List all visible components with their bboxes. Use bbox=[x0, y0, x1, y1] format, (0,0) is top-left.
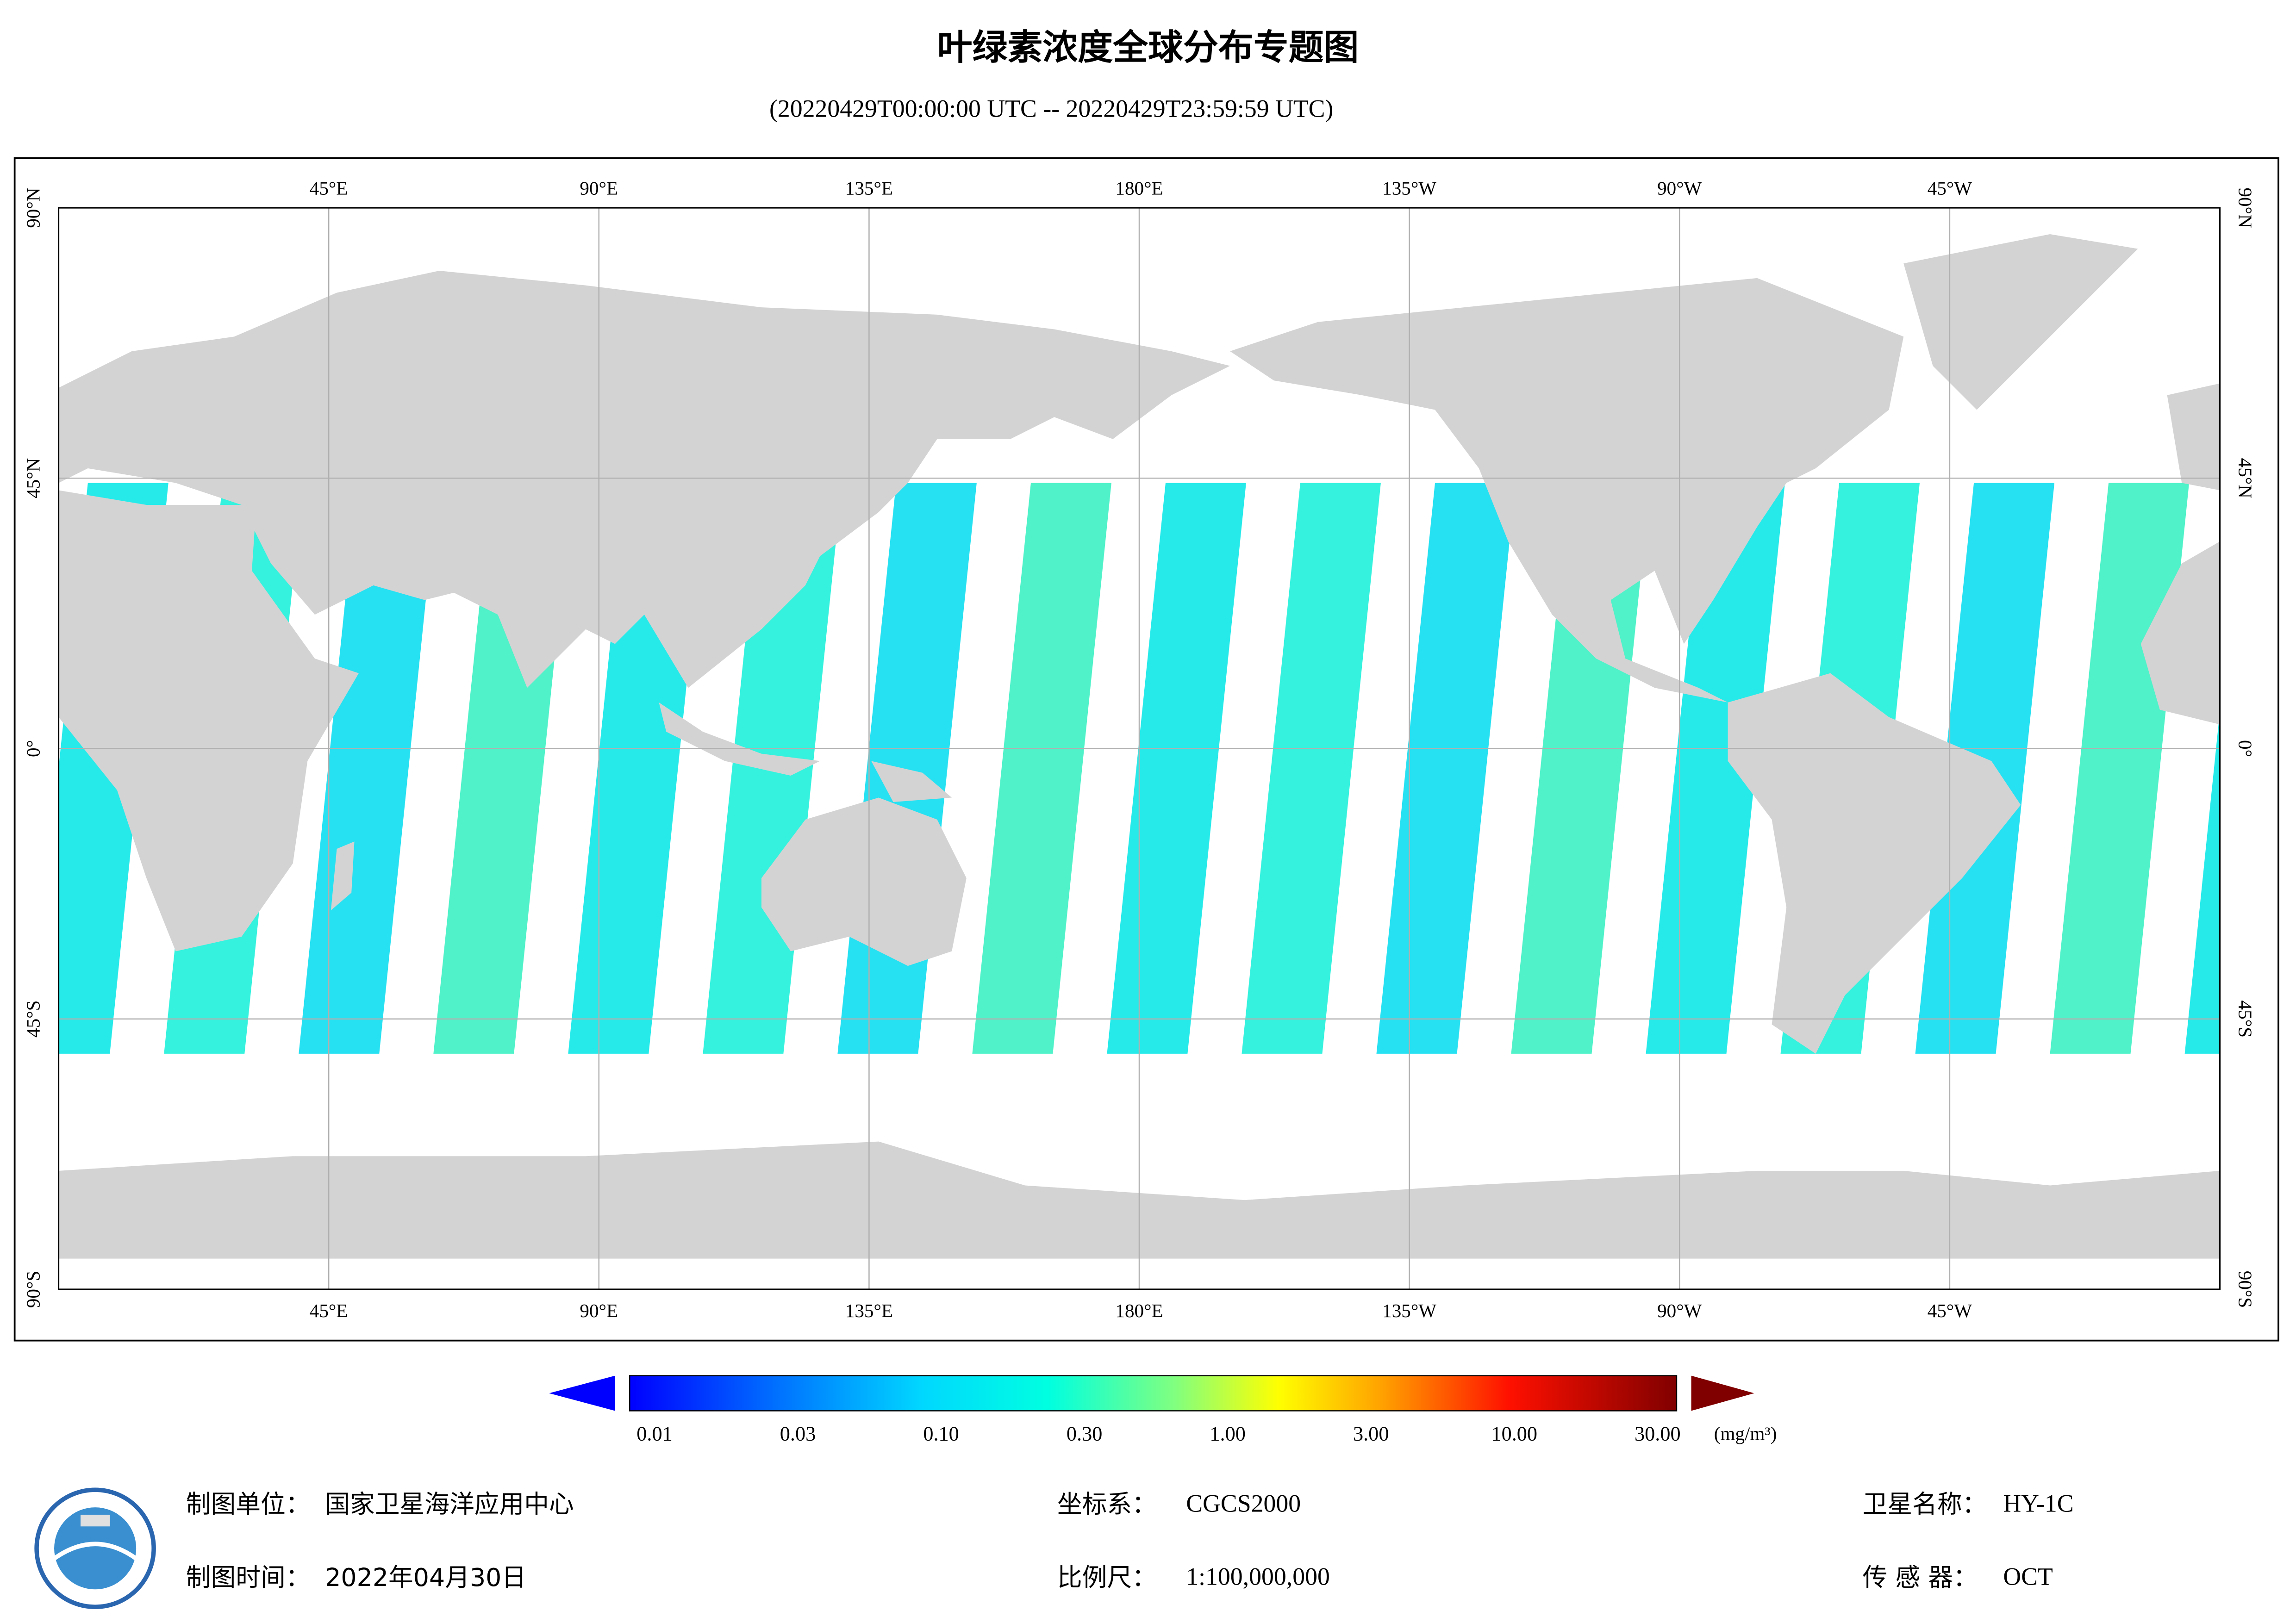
europe-west bbox=[2167, 383, 2220, 491]
lon-label: 90°E bbox=[580, 1300, 618, 1321]
footer-value: CGCS2000 bbox=[1186, 1489, 1301, 1517]
lon-label: 90°E bbox=[580, 178, 618, 199]
footer-label: 坐标系： bbox=[1057, 1490, 1157, 1519]
lat-label: 90°N bbox=[2235, 187, 2256, 228]
footer: 制图单位： 国家卫星海洋应用中心 制图时间： 2022年04月30日 坐标系： … bbox=[186, 1489, 2074, 1592]
lon-label: 180°E bbox=[1115, 1300, 1163, 1321]
colorbar-low-arrow bbox=[549, 1375, 615, 1411]
lat-label: 0° bbox=[2235, 740, 2256, 757]
logo-wave bbox=[53, 1542, 137, 1561]
lon-label: 135°E bbox=[845, 1300, 893, 1321]
swath bbox=[972, 483, 1111, 1054]
lat-label: 45°S bbox=[2235, 1001, 2256, 1038]
lat-label: 90°S bbox=[22, 1271, 44, 1308]
australia bbox=[761, 797, 967, 966]
south-america bbox=[1728, 673, 2021, 1054]
africa-west bbox=[2140, 541, 2220, 725]
footer-label: 制图时间： bbox=[186, 1563, 311, 1592]
lat-label: 45°N bbox=[2235, 458, 2256, 498]
greenland bbox=[1903, 234, 2138, 410]
colorbar: (mg/m³) 0.01 0.03 0.10 0.30 1.00 3.00 10.00 30.… bbox=[549, 1375, 1777, 1445]
footer-label: 卫星名称： bbox=[1863, 1490, 1987, 1519]
north-america bbox=[1230, 278, 1904, 703]
lat-label: 90°S bbox=[2235, 1271, 2256, 1308]
lon-label: 45°W bbox=[1928, 1300, 1972, 1321]
swath bbox=[1646, 483, 1785, 1054]
footer-label: 比例尺： bbox=[1057, 1563, 1157, 1592]
lon-label: 135°W bbox=[1382, 178, 1436, 199]
colorbar-tick-label: 10.00 bbox=[1491, 1422, 1537, 1445]
map-labels: 45°E 45°E 90°E 90°E 135°E 135°E 180°E 180°E 135°… bbox=[22, 178, 2256, 1321]
colorbar-tick-label: 0.03 bbox=[780, 1422, 816, 1445]
lon-label: 45°E bbox=[310, 178, 348, 199]
footer-label: 制图单位： bbox=[186, 1490, 311, 1519]
map-border bbox=[57, 207, 2221, 1290]
footer-value: 1:100,000,000 bbox=[1186, 1562, 1330, 1590]
colorbar-high-arrow bbox=[1691, 1375, 1754, 1411]
lat-label: 0° bbox=[22, 740, 44, 757]
indonesia bbox=[659, 702, 820, 776]
logo-satellite bbox=[80, 1514, 110, 1527]
footer-value: OCT bbox=[2003, 1562, 2053, 1590]
lat-label: 45°S bbox=[22, 1001, 44, 1038]
africa bbox=[58, 490, 359, 951]
title: 叶绿素浓度全球分布专题图 bbox=[937, 27, 1359, 68]
footer-value: 国家卫星海洋应用中心 bbox=[325, 1490, 574, 1519]
colorbar-tick-label: 0.30 bbox=[1067, 1422, 1102, 1445]
footer-value: 2022年04月30日 bbox=[325, 1563, 526, 1592]
colorbar-tick-label: 0.10 bbox=[923, 1422, 959, 1445]
lon-label: 90°W bbox=[1657, 178, 1702, 199]
swath bbox=[299, 483, 438, 1054]
graticule bbox=[58, 208, 2220, 1289]
logo bbox=[34, 1487, 156, 1609]
subtitle: (20220429T00:00:00 UTC -- 20220429T23:59… bbox=[769, 95, 1333, 123]
colorbar-ramp bbox=[629, 1375, 1678, 1412]
logo-globe bbox=[54, 1507, 137, 1590]
lon-label: 45°W bbox=[1928, 178, 1972, 199]
colorbar-tick-label: 30.00 bbox=[1635, 1422, 1681, 1445]
lon-label: 135°E bbox=[845, 178, 893, 199]
lon-label: 135°W bbox=[1382, 1300, 1436, 1321]
footer-label: 传 感 器： bbox=[1863, 1563, 1978, 1592]
lon-label: 45°E bbox=[310, 1300, 348, 1321]
madagascar bbox=[331, 841, 355, 910]
colorbar-tick-label: 3.00 bbox=[1353, 1422, 1389, 1445]
lon-label: 90°W bbox=[1657, 1300, 1702, 1321]
colorbar-tick-label: 0.01 bbox=[636, 1422, 672, 1445]
colorbar-unit: (mg/m³) bbox=[1714, 1423, 1777, 1445]
map bbox=[58, 208, 2220, 1289]
footer-value: HY-1C bbox=[2003, 1489, 2073, 1517]
lat-label: 45°N bbox=[22, 458, 44, 498]
lat-label: 90°N bbox=[22, 187, 44, 228]
swath bbox=[1376, 483, 1516, 1054]
map-frame bbox=[13, 157, 2279, 1342]
swath bbox=[1107, 483, 1246, 1054]
eurasia bbox=[58, 271, 1230, 688]
lon-label: 180°E bbox=[1115, 178, 1163, 199]
colorbar-tick-label: 1.00 bbox=[1210, 1422, 1245, 1445]
swath bbox=[1242, 483, 1381, 1054]
new-guinea bbox=[871, 761, 952, 802]
